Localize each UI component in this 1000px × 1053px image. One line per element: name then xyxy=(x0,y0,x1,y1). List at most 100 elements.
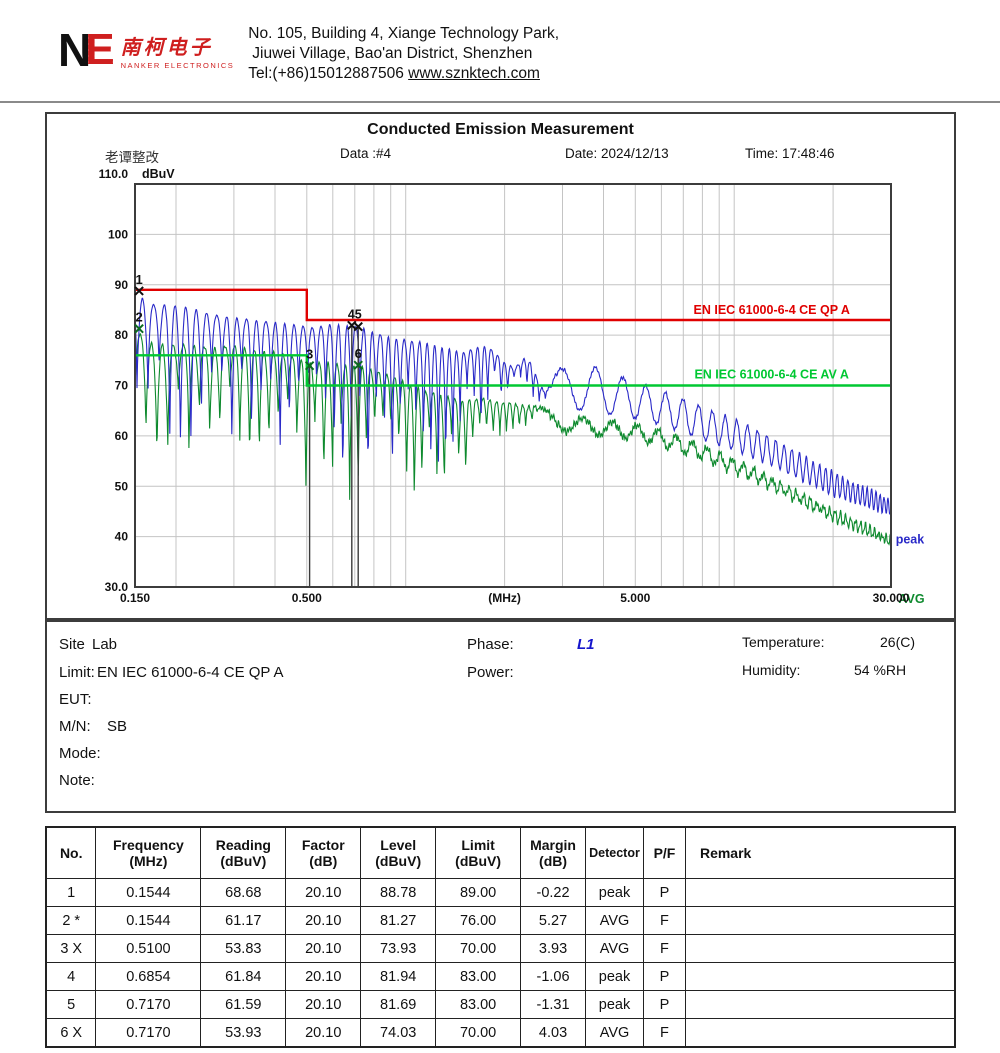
col-reading: Reading (dBuV) xyxy=(200,826,287,879)
phase-value: L1 xyxy=(577,636,595,653)
cell-frequency: 0.7170 xyxy=(95,1018,202,1048)
cell-margin: 3.93 xyxy=(520,934,587,963)
svg-text:AVG: AVG xyxy=(898,592,924,606)
svg-text:dBuV: dBuV xyxy=(142,167,175,181)
cell-limit: 70.00 xyxy=(435,934,522,963)
cell-factor: 20.10 xyxy=(285,1018,362,1048)
col-factor: Factor (dB) xyxy=(285,826,362,879)
cell-margin: -1.31 xyxy=(520,990,587,1019)
svg-text:30.000: 30.000 xyxy=(873,591,910,605)
logo-text: 南柯电子 NANKER ELECTRONICS xyxy=(121,31,235,70)
col-pf: P/F xyxy=(643,826,686,879)
cell-factor: 20.10 xyxy=(285,878,362,907)
cell-no: 4 xyxy=(45,962,97,991)
eut-label: EUT: xyxy=(59,691,92,708)
cell-no: 5 xyxy=(45,990,97,1019)
table-row: 3 X 0.5100 53.83 20.10 73.93 70.00 3.93 AVG F xyxy=(45,934,956,963)
logo-letter-e: E xyxy=(85,25,115,74)
cell-level: 74.03 xyxy=(360,1018,437,1048)
cell-limit: 70.00 xyxy=(435,1018,522,1048)
cell-pf: P xyxy=(643,962,686,991)
svg-text:40: 40 xyxy=(115,530,129,544)
phase-label: Phase: xyxy=(467,636,514,653)
cell-frequency: 0.1544 xyxy=(95,906,202,935)
cell-pf: P xyxy=(643,990,686,1019)
cell-level: 73.93 xyxy=(360,934,437,963)
website-link[interactable]: www.sznktech.com xyxy=(408,65,540,83)
cell-factor: 20.10 xyxy=(285,906,362,935)
svg-text:5.000: 5.000 xyxy=(620,591,650,605)
humidity-value: 54 %RH xyxy=(854,662,907,678)
cell-frequency: 0.1544 xyxy=(95,878,202,907)
svg-text:6: 6 xyxy=(355,346,362,361)
table-row: 6 X 0.7170 53.93 20.10 74.03 70.00 4.03 AVG F xyxy=(45,1018,956,1048)
temperature-value: 26(C) xyxy=(880,634,916,650)
cell-remark xyxy=(684,990,956,1019)
cell-no: 1 xyxy=(45,878,97,907)
cell-frequency: 0.7170 xyxy=(95,990,202,1019)
svg-text:100: 100 xyxy=(108,227,128,241)
address-line-2: Jiuwei Village, Bao'an District, Shenzhe… xyxy=(252,45,533,63)
cell-detector: AVG xyxy=(585,906,644,935)
results-table: No. Frequency (MHz) Reading (dBuV) Facto… xyxy=(45,826,956,1048)
cell-margin: 5.27 xyxy=(520,906,587,935)
cell-remark xyxy=(684,962,956,991)
logo-subtitle: NANKER ELECTRONICS xyxy=(120,60,235,70)
cell-limit: 89.00 xyxy=(435,878,522,907)
telephone: Tel:(+86)15012887506 xyxy=(248,65,404,83)
cell-detector: peak xyxy=(585,962,644,991)
cell-reading: 61.84 xyxy=(200,962,287,991)
svg-text:2: 2 xyxy=(136,310,143,325)
cell-level: 81.94 xyxy=(360,962,437,991)
col-no: No. xyxy=(45,826,97,879)
cell-margin: -1.06 xyxy=(520,962,587,991)
table-header-row: No. Frequency (MHz) Reading (dBuV) Facto… xyxy=(45,826,956,879)
table-row: 1 0.1544 68.68 20.10 88.78 89.00 -0.22 peak P xyxy=(45,878,956,907)
cell-remark xyxy=(684,1018,956,1048)
cell-remark xyxy=(684,906,956,935)
test-info-section: Site Lab Limit: EN IEC 61000-6-4 CE QP A… xyxy=(45,620,956,813)
svg-text:45: 45 xyxy=(348,308,362,322)
limit-label: Limit: xyxy=(59,664,95,681)
svg-text:(MHz): (MHz) xyxy=(488,591,521,605)
cell-no: 2 * xyxy=(45,906,97,935)
cell-reading: 68.68 xyxy=(200,878,287,907)
svg-text:80: 80 xyxy=(115,328,129,342)
cell-no: 6 X xyxy=(45,1018,97,1048)
mn-value: SB xyxy=(107,718,128,735)
cell-pf: F xyxy=(643,1018,686,1048)
cell-level: 88.78 xyxy=(360,878,437,907)
cell-level: 81.69 xyxy=(360,990,437,1019)
cell-reading: 53.83 xyxy=(200,934,287,963)
cell-factor: 20.10 xyxy=(285,990,362,1019)
col-detector: Detector xyxy=(585,826,644,879)
limit-value: EN IEC 61000-6-4 CE QP A xyxy=(97,664,284,681)
cell-level: 81.27 xyxy=(360,906,437,935)
cell-margin: 4.03 xyxy=(520,1018,587,1048)
svg-text:1: 1 xyxy=(136,272,143,287)
cell-frequency: 0.6854 xyxy=(95,962,202,991)
mode-label: Mode: xyxy=(59,745,101,762)
power-label: Power: xyxy=(467,664,514,681)
col-margin: Margin (dB) xyxy=(520,826,587,879)
cell-margin: -0.22 xyxy=(520,878,587,907)
chart-time-label: Time: 17:48:46 xyxy=(745,146,835,161)
table-row: 2 * 0.1544 61.17 20.10 81.27 76.00 5.27 AVG F xyxy=(45,906,956,935)
cell-factor: 20.10 xyxy=(285,962,362,991)
mn-label: M/N: xyxy=(59,718,91,735)
cell-pf: F xyxy=(643,934,686,963)
address-line-3: Tel:(+86)15012887506 www.sznktech.com xyxy=(248,64,559,84)
table-body: 1 0.1544 68.68 20.10 88.78 89.00 -0.22 peak P 2 *… xyxy=(45,878,956,1048)
humidity-label: Humidity: xyxy=(742,662,801,678)
cell-detector: AVG xyxy=(585,934,644,963)
svg-text:EN IEC 61000-6-4 CE AV A: EN IEC 61000-6-4 CE AV A xyxy=(694,367,848,381)
company-address: No. 105, Building 4, Xiange Technology P… xyxy=(248,24,559,84)
cell-remark xyxy=(684,878,956,907)
svg-text:110.0: 110.0 xyxy=(99,167,129,181)
site-value: Lab xyxy=(92,636,118,653)
cell-reading: 61.17 xyxy=(200,906,287,935)
cell-detector: peak xyxy=(585,878,644,907)
svg-text:EN IEC 61000-6-4 CE QP A: EN IEC 61000-6-4 CE QP A xyxy=(694,303,850,317)
address-line-1: No. 105, Building 4, Xiange Technology P… xyxy=(248,25,560,42)
cell-detector: AVG xyxy=(585,1018,644,1048)
